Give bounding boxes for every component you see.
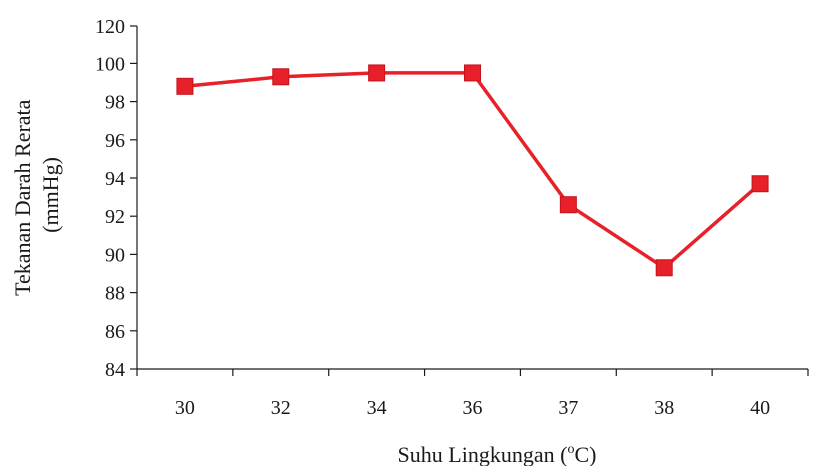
- data-point: [464, 64, 481, 82]
- data-point: [368, 64, 386, 82]
- x-tick-label: 32: [271, 397, 291, 419]
- y-axis-title: Tekanan Darah Rerata (mmHg): [10, 94, 63, 296]
- x-tick-label: 36: [463, 397, 483, 419]
- data-point: [655, 259, 673, 277]
- y-tick-label: 100: [95, 53, 125, 75]
- y-tick-label: 86: [105, 321, 125, 343]
- x-tick-label: 37: [558, 397, 578, 419]
- y-tick-label: 94: [105, 168, 125, 190]
- y-tick-label: 84: [105, 359, 125, 381]
- data-point: [176, 77, 194, 95]
- x-axis-title: Suhu Lingkungan (oC): [398, 442, 597, 466]
- y-tick-label: 88: [105, 283, 125, 305]
- y-tick-label: 96: [105, 130, 125, 152]
- y-tick-label: 92: [105, 206, 125, 228]
- y-tick-label: 120: [95, 16, 125, 38]
- series-line: [184, 71, 762, 270]
- y-tick-label: 90: [105, 244, 125, 266]
- data-point: [559, 196, 577, 214]
- x-tick-label: 38: [654, 397, 674, 419]
- data-point: [272, 68, 290, 86]
- x-tick-label: 40: [750, 397, 770, 419]
- series-group: [176, 64, 769, 277]
- data-point: [751, 175, 769, 193]
- x-tick-label: 30: [175, 397, 195, 419]
- y-tick-label: 98: [105, 92, 125, 114]
- y-axis: 84 86 88 90 92 94 96 98 100 120: [95, 16, 138, 381]
- x-axis: 30 32 34 36 37 38 40: [136, 368, 809, 419]
- x-tick-label: 34: [367, 397, 387, 419]
